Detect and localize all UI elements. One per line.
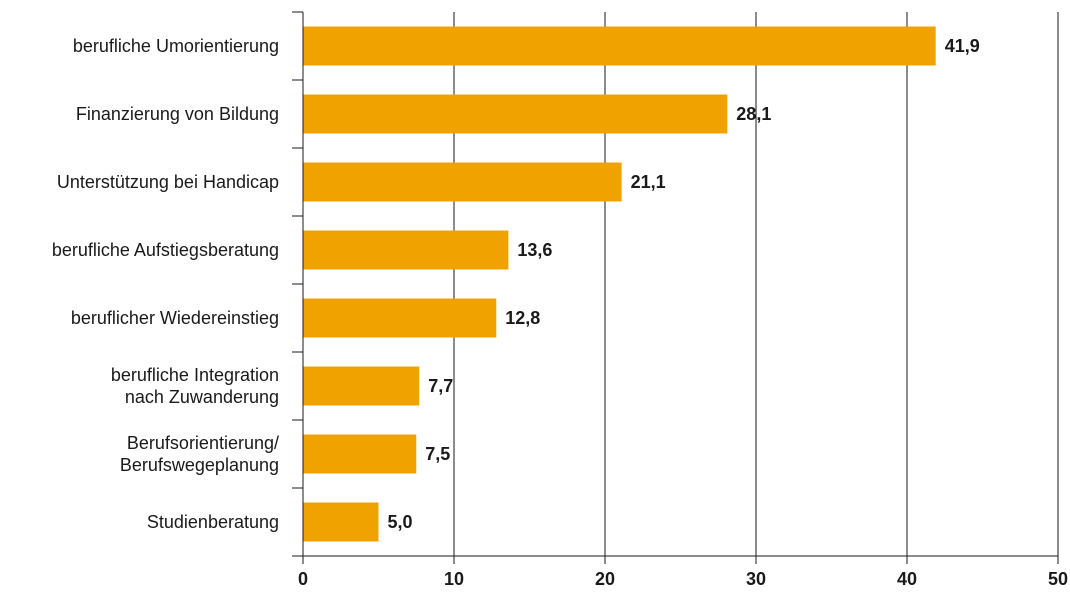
- x-tick-label-0: 0: [298, 569, 308, 589]
- bar-7: [303, 502, 379, 542]
- value-label-5: 7,7: [428, 376, 453, 396]
- category-label-2: Unterstützung bei Handicap: [57, 172, 279, 192]
- category-label-4: beruflicher Wiedereinstieg: [71, 308, 279, 328]
- x-tick-label-20: 20: [595, 569, 615, 589]
- value-label-4: 12,8: [505, 308, 540, 328]
- bar-1: [303, 94, 728, 134]
- category-label-0: berufliche Umorientierung: [73, 36, 279, 56]
- value-label-1: 28,1: [736, 104, 771, 124]
- x-tick-label-50: 50: [1048, 569, 1068, 589]
- x-tick-label-40: 40: [897, 569, 917, 589]
- category-label-6: Berufsorientierung/Berufswegeplanung: [120, 433, 279, 475]
- bar-0: [303, 26, 936, 66]
- bar-3: [303, 230, 509, 270]
- category-label-1: Finanzierung von Bildung: [76, 104, 279, 124]
- bar-4: [303, 298, 497, 338]
- value-label-3: 13,6: [517, 240, 552, 260]
- category-label-5: berufliche Integration nach Zuwanderung: [111, 365, 279, 407]
- value-label-0: 41,9: [945, 36, 980, 56]
- value-label-7: 5,0: [388, 512, 413, 532]
- bar-6: [303, 434, 417, 474]
- x-tick-label-10: 10: [444, 569, 464, 589]
- bar-5: [303, 366, 420, 406]
- bar-2: [303, 162, 622, 202]
- value-label-2: 21,1: [631, 172, 666, 192]
- labels: 0 10 20 30 40 50 berufliche Umorientierung 41,9…: [52, 36, 1068, 589]
- axes: [292, 11, 1059, 564]
- x-tick-label-30: 30: [746, 569, 766, 589]
- value-label-6: 7,5: [425, 444, 450, 464]
- grid-lines: [453, 12, 1059, 556]
- category-label-3: berufliche Aufstiegsberatung: [52, 240, 279, 260]
- category-label-7: Studienberatung: [147, 512, 279, 532]
- bars: [303, 26, 936, 542]
